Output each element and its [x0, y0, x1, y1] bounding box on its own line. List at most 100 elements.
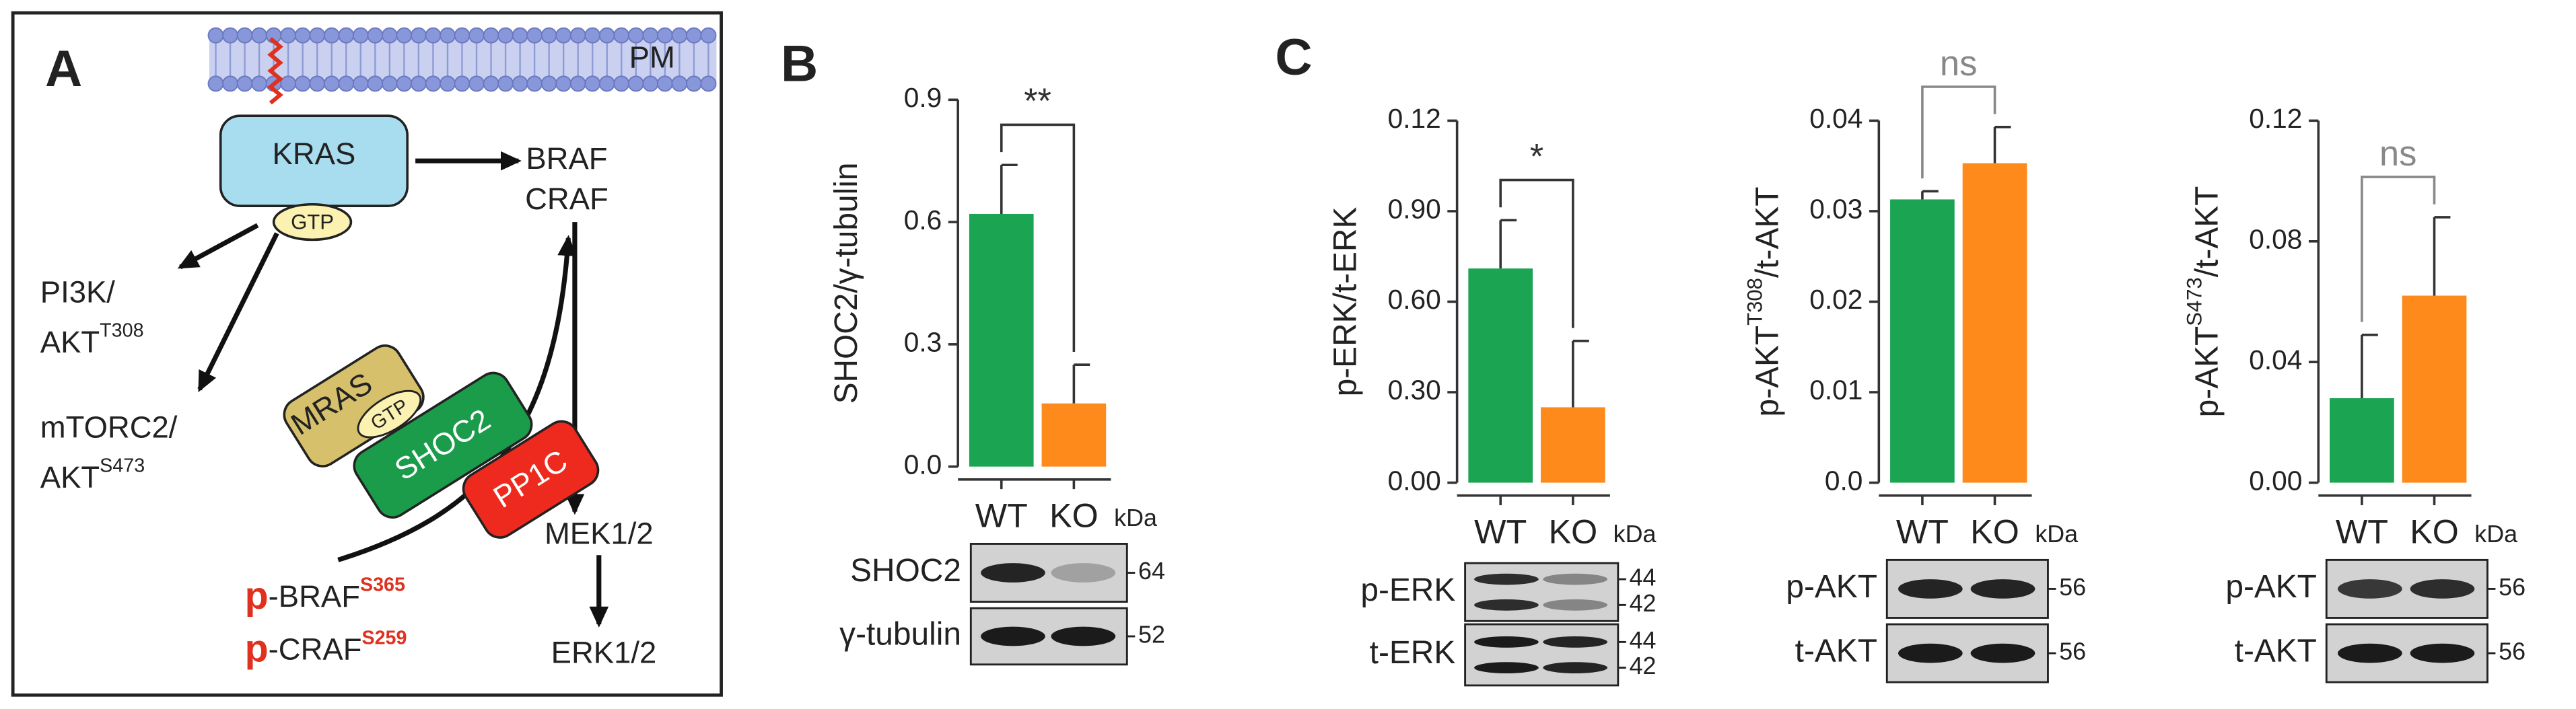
blot [1464, 562, 1620, 622]
lipid-head [512, 27, 528, 44]
lipid-head [584, 75, 601, 92]
lipid-head [338, 75, 355, 92]
lipid-head [410, 27, 427, 44]
band [1474, 573, 1539, 585]
kda-marker: 52 [1138, 621, 1165, 648]
lipid-head [541, 75, 557, 92]
text: AKT [40, 325, 100, 359]
mtorc2-label: mTORC2/ [40, 410, 178, 445]
blot [1464, 623, 1620, 687]
text: /t-AKT [2189, 186, 2225, 278]
lipid-head [613, 27, 630, 44]
lipid-head [685, 75, 702, 92]
band [2337, 579, 2402, 599]
x-tick-label: KO [2410, 513, 2459, 550]
complex: MRAS GTP SHOC2 PP1C [283, 344, 600, 539]
panel-label: A [45, 40, 82, 98]
lipid-head [541, 27, 557, 44]
band [2410, 579, 2475, 599]
lipid-head [367, 75, 384, 92]
band [1051, 563, 1116, 583]
significance-label: * [1530, 137, 1543, 176]
kda-marker: 56 [2059, 574, 2086, 601]
band [2410, 643, 2475, 663]
lipid-head [642, 75, 659, 92]
superscript: S473 [100, 455, 145, 476]
kda-marker: 44 [1630, 564, 1657, 591]
y-tick-label: 0.0 [1825, 465, 1863, 496]
mek-label: MEK1/2 [545, 516, 654, 550]
x-tick-label: WT [975, 496, 1028, 534]
lipid-head [497, 75, 514, 92]
y-axis-label: p-ERK/t-ERK [1328, 207, 1364, 397]
blot-label: p-AKT [2225, 569, 2317, 605]
membrane [207, 27, 717, 92]
y-axis-label: p-AKTT308/t-AKT [1743, 187, 1786, 417]
lipid-head [671, 75, 688, 92]
lipid-head [627, 75, 644, 92]
blot-label: p-AKT [1786, 569, 1877, 605]
kda-marker: 42 [1630, 652, 1657, 679]
blot-label: γ-tubulin [839, 617, 961, 652]
lipid-head [526, 27, 543, 44]
x-tick-label: WT [1896, 513, 1949, 550]
y-tick-label: 0.01 [1809, 375, 1863, 406]
band [981, 563, 1045, 583]
blot-label: t-AKT [1795, 634, 1877, 669]
kda-marker: 56 [2499, 638, 2526, 665]
lipid-head [338, 27, 355, 44]
bar [1962, 163, 2027, 483]
arrow [197, 232, 279, 393]
y-tick-label: 0.9 [904, 82, 942, 113]
lipid-head [584, 27, 601, 44]
unit-label: kDa [1114, 505, 1157, 531]
band [1474, 662, 1539, 673]
band [1898, 579, 1963, 599]
y-tick-label: 0.04 [2249, 344, 2302, 375]
y-tick-label: 0.3 [904, 327, 942, 358]
prefix: p [245, 574, 269, 618]
lipid-head [309, 27, 326, 44]
x-tick-label: KO [1970, 513, 2019, 550]
lipid-head [613, 75, 630, 92]
y-tick-label: 0.02 [1809, 284, 1863, 315]
superscript: T308 [1743, 278, 1767, 326]
kda-marker: 56 [2059, 638, 2086, 665]
band [1474, 636, 1539, 648]
y-tick-label: 0.60 [1388, 284, 1441, 315]
bar [1468, 268, 1533, 483]
band [1543, 599, 1608, 611]
kda-marker: 42 [1630, 590, 1657, 617]
lipid-head [207, 75, 224, 92]
band [1970, 579, 2035, 599]
y-tick-label: 0.6 [904, 204, 942, 235]
lipid-head [656, 75, 673, 92]
text: p-AKT [2189, 326, 2225, 418]
blot-label: t-ERK [1370, 635, 1456, 671]
lipid-head [685, 27, 702, 44]
lipid-head [425, 75, 442, 92]
blot-label: SHOC2 [850, 553, 961, 589]
panel-label: C [1275, 29, 1312, 86]
significance-label: ns [1940, 44, 1978, 83]
band [1051, 626, 1116, 646]
x-tick-label: WT [1474, 513, 1527, 550]
y-tick-label: 0.00 [2249, 465, 2302, 496]
band [1543, 573, 1608, 585]
band [1970, 643, 2035, 663]
lipid-head [410, 75, 427, 92]
lipid-head [439, 27, 456, 44]
lipid-head [352, 75, 369, 92]
pi3k-label: PI3K/ [40, 275, 116, 309]
x-tick-label: KO [1549, 513, 1598, 550]
membrane-label: PM [629, 40, 675, 74]
lipid-head [700, 27, 717, 44]
x-tick-label: WT [2336, 513, 2388, 550]
lipid-head [309, 75, 326, 92]
braf-label: BRAF [526, 141, 607, 176]
lipid-head [396, 75, 413, 92]
pp1c-box [462, 420, 600, 539]
unit-label: kDa [2035, 521, 2078, 548]
bar [969, 213, 1034, 467]
lipid-head [598, 27, 615, 44]
